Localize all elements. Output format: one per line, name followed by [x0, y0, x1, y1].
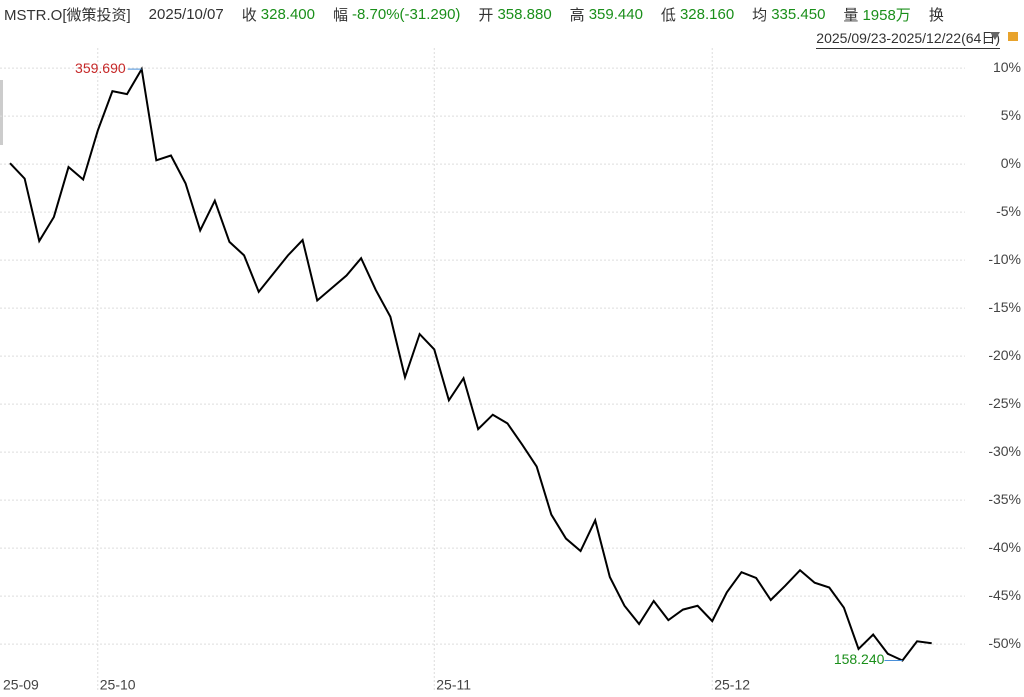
y-tick-label: -10%	[988, 251, 1021, 267]
y-tick-label: -25%	[988, 395, 1021, 411]
field-label: 幅	[333, 6, 349, 24]
y-tick-label: -45%	[988, 587, 1021, 603]
field-value: 358.880	[497, 5, 552, 23]
y-tick-label: 0%	[1001, 155, 1021, 171]
field-value: 328.400	[260, 5, 315, 23]
y-tick-label: -35%	[988, 491, 1021, 507]
field-label: 均	[752, 6, 768, 24]
field-label: 开	[478, 6, 494, 24]
y-tick-label: -15%	[988, 299, 1021, 315]
x-tick-label: 25-11	[436, 677, 471, 693]
y-tick-label: -50%	[988, 635, 1021, 651]
y-tick-label: -30%	[988, 443, 1021, 459]
field-value: 359.440	[588, 5, 643, 23]
y-tick-label: 5%	[1001, 107, 1021, 123]
field-value: 1958万	[862, 6, 911, 24]
lock-icon[interactable]	[1008, 32, 1018, 41]
dropdown-icon[interactable]	[990, 32, 1000, 40]
y-tick-label: -20%	[988, 347, 1021, 363]
y-tick-label: -5%	[996, 203, 1021, 219]
field-label: 低	[660, 6, 676, 24]
field-label: 量	[843, 6, 859, 24]
x-tick-label: 25-09	[3, 677, 39, 693]
x-tick-label: 25-10	[100, 677, 136, 693]
x-tick-label: 25-12	[714, 677, 750, 693]
high-label: 359.690	[75, 60, 126, 76]
side-handle	[0, 80, 3, 145]
field-value: 328.160	[679, 5, 735, 23]
date: 2025/10/07	[148, 5, 224, 23]
field-label: 高	[569, 6, 585, 24]
field-value: -8.70%(-31.290)	[352, 5, 461, 23]
date-range[interactable]: 2025/09/23-2025/12/22(64日)	[816, 28, 1000, 49]
quote-header: MSTR.O[微策投资] 2025/10/07 收 328.400 幅 -8.70%(…	[4, 4, 948, 24]
field-label: 收	[241, 6, 257, 24]
field-label: 换	[928, 6, 944, 24]
field-value: 335.450	[771, 5, 826, 23]
symbol: MSTR.O[微策投资]	[4, 6, 131, 24]
y-tick-label: -40%	[988, 539, 1021, 555]
price-line	[9, 66, 932, 662]
y-tick-label: 10%	[993, 59, 1021, 75]
low-label: 158.240	[834, 651, 885, 667]
